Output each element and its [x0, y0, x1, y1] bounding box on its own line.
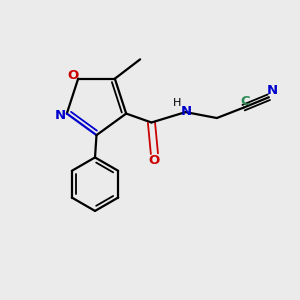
- Text: N: N: [266, 84, 278, 97]
- Text: N: N: [180, 105, 191, 118]
- Text: H: H: [173, 98, 182, 108]
- Text: O: O: [67, 69, 78, 82]
- Text: N: N: [55, 109, 66, 122]
- Text: O: O: [149, 154, 160, 167]
- Text: C: C: [240, 94, 250, 108]
